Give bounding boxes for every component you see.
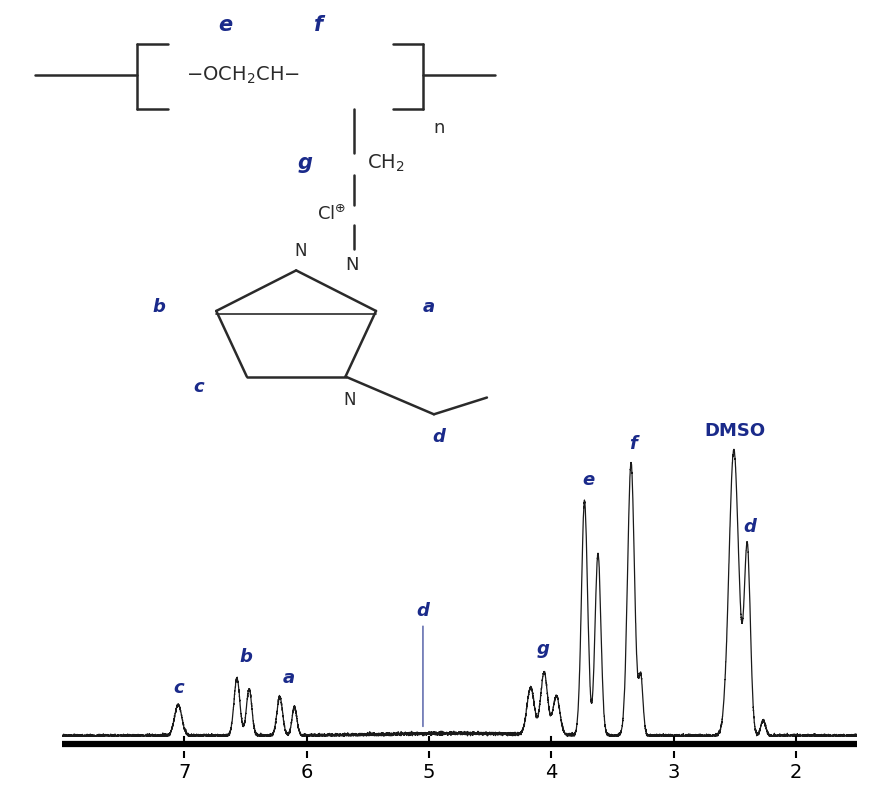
Text: e: e [582,471,594,490]
Text: d: d [432,429,445,446]
Text: N: N [344,392,356,409]
Text: DMSO: DMSO [705,422,766,440]
Text: a: a [423,297,435,316]
Text: n: n [433,119,445,138]
Text: g: g [537,640,549,658]
Text: b: b [239,648,252,666]
Text: N: N [345,255,359,274]
Text: N: N [294,242,307,260]
Text: b: b [152,297,165,316]
Text: c: c [193,378,203,396]
Text: f: f [629,435,637,453]
Text: CH$_2$: CH$_2$ [367,153,405,174]
Text: $-$OCH$_2$CH$-$: $-$OCH$_2$CH$-$ [186,65,300,86]
Text: g: g [298,153,312,173]
Text: Cl$^{\oplus}$: Cl$^{\oplus}$ [317,204,346,224]
Text: e: e [218,15,232,35]
Text: f: f [314,15,323,35]
Text: d: d [416,603,430,727]
Text: d: d [743,518,756,536]
Text: c: c [173,679,184,697]
Text: a: a [282,668,294,687]
